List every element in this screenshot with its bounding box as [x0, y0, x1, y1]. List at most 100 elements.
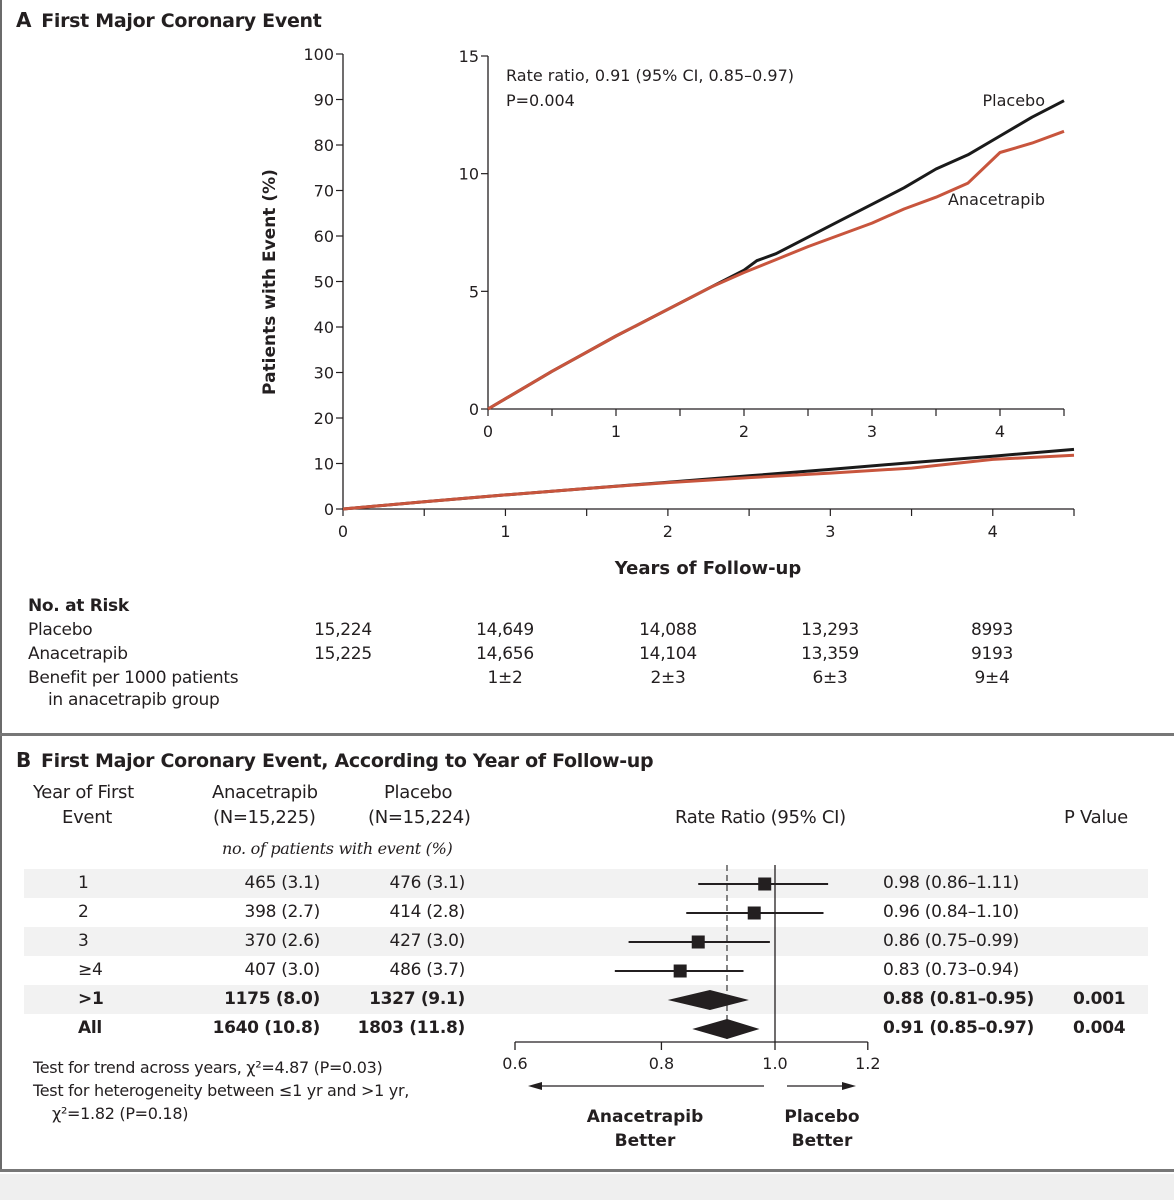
col-header-placebo-1: Placebo	[384, 782, 453, 803]
risk-row-label: Anacetrapib	[28, 644, 128, 664]
figure-frame	[0, 0, 2, 1172]
row-anacetrapib: 407 (3.0)	[244, 960, 321, 980]
risk-cell: 15,224	[314, 620, 372, 640]
row-rate-ratio: 0.96 (0.84–1.10)	[883, 902, 1019, 922]
row-year: >1	[78, 989, 104, 1009]
main-x-tick-label: 4	[988, 522, 998, 541]
main-x-tick-label: 2	[663, 522, 673, 541]
arrow-right-icon	[842, 1082, 856, 1090]
row-year: ≥4	[78, 960, 103, 980]
risk-row-label: Placebo	[28, 620, 93, 640]
panel-b: B First Major Coronary Event, According t…	[0, 738, 1174, 1172]
main-x-tick-label: 0	[338, 522, 348, 541]
main-y-tick-label: 10	[314, 455, 334, 474]
col-header-placebo-2: (N=15,224)	[368, 807, 471, 828]
main-y-tick-label: 60	[314, 227, 334, 246]
col-header-p-value: P Value	[1064, 807, 1128, 828]
anacetrapib-better-line2: Better	[615, 1131, 676, 1151]
row-placebo: 414 (2.8)	[389, 902, 466, 922]
risk-cell: 2±3	[650, 668, 686, 688]
summary-diamond	[667, 990, 749, 1010]
panel-b-title: B First Major Coronary Event, According t…	[16, 748, 654, 772]
point-estimate-square	[747, 906, 761, 920]
col-header-anacetrapib-2: (N=15,225)	[213, 807, 316, 828]
col-header-year-1: Year of First	[33, 782, 134, 803]
summary-diamond	[692, 1019, 760, 1039]
row-shading	[24, 869, 1148, 898]
risk-cell: 9193	[970, 644, 1014, 664]
panel-b-title-text: First Major Coronary Event, According to…	[40, 750, 654, 772]
main-y-tick-label: 20	[314, 409, 334, 428]
point-estimate-square	[691, 935, 705, 949]
row-p-value: 0.004	[1073, 1018, 1126, 1038]
risk-cell: 15,225	[314, 644, 372, 664]
row-placebo: 476 (3.1)	[389, 873, 466, 893]
risk-cell: 1±2	[487, 668, 523, 688]
row-anacetrapib: 1175 (8.0)	[224, 989, 320, 1009]
forest-axis: 0.6 0.8 1.0 1.2	[502, 1041, 881, 1090]
arrow-left-icon	[528, 1082, 542, 1090]
main-y-tick-label: 50	[314, 273, 334, 292]
main-x-tick-label: 1	[500, 522, 510, 541]
risk-cell: 13,293	[801, 620, 859, 640]
main-y-tick-label: 90	[314, 91, 334, 110]
risk-cell: 14,649	[476, 620, 534, 640]
main-y-tick-label: 70	[314, 182, 334, 201]
risk-cell: 14,088	[639, 620, 697, 640]
inset-x-tick-label: 0	[483, 422, 493, 441]
inset-y-tick-label: 5	[469, 282, 479, 301]
main-x-axis-label: Years of Follow-up	[614, 558, 802, 579]
row-year: All	[78, 1018, 102, 1038]
rate-ratio-annotation: Rate ratio, 0.91 (95% CI, 0.85–0.97)	[506, 66, 794, 85]
inset-x-tick-label: 1	[611, 422, 621, 441]
main-y-axis-label: Patients with Event (%)	[260, 169, 280, 395]
main-y-tick-label: 40	[314, 318, 334, 337]
risk-cell: 13,359	[801, 644, 859, 664]
row-shading	[24, 927, 1148, 956]
inset-x-tick-label: 4	[995, 422, 1005, 441]
point-estimate-square	[673, 964, 687, 978]
row-anacetrapib: 370 (2.6)	[244, 931, 321, 951]
inset-x-tick-label: 2	[739, 422, 749, 441]
panel-a: A First Major Coronary Event Patients wit…	[0, 8, 1174, 736]
footnote-heterogeneity: Test for heterogeneity between ≤1 yr and…	[33, 1081, 410, 1100]
forest-marks	[614, 865, 829, 1042]
forest-plot: 0.6 0.8 1.0 1.2 Anacetrapib Better Placebo …	[502, 865, 881, 1151]
row-p-value: 0.001	[1073, 989, 1126, 1009]
risk-cell: 14,104	[639, 644, 697, 664]
p-value-annotation: P=0.004	[506, 91, 575, 110]
row-placebo: 486 (3.7)	[389, 960, 466, 980]
row-rate-ratio: 0.83 (0.73–0.94)	[883, 960, 1019, 980]
col-header-year-2: Event	[62, 807, 113, 828]
risk-row-label: Benefit per 1000 patients	[28, 668, 239, 688]
inset-line-anacetrapib	[487, 129, 1065, 411]
row-placebo: 1803 (11.8)	[357, 1018, 466, 1038]
row-rate-ratio: 0.86 (0.75–0.99)	[883, 931, 1019, 951]
col-header-rate-ratio: Rate Ratio (95% CI)	[675, 807, 846, 828]
main-x-tick-label: 3	[825, 522, 835, 541]
row-rate-ratio: 0.98 (0.86–1.11)	[883, 873, 1019, 893]
bottom-strip	[0, 1174, 1174, 1200]
row-rate-ratio: 0.91 (0.85–0.97)	[883, 1018, 1034, 1038]
panel-a-letter: A	[16, 8, 32, 32]
main-line-anacetrapib	[342, 453, 1075, 511]
main-y-tick-label: 0	[324, 500, 334, 519]
risk-cell: 6±3	[812, 668, 848, 688]
inset-y-tick-label: 0	[469, 400, 479, 419]
risk-cell: 14,656	[476, 644, 534, 664]
row-placebo: 427 (3.0)	[389, 931, 466, 951]
risk-cell: 8993	[970, 620, 1014, 640]
col-header-anacetrapib-1: Anacetrapib	[212, 782, 318, 803]
inset-lines	[487, 99, 1065, 411]
legend-anacetrapib: Anacetrapib	[948, 190, 1045, 209]
anacetrapib-better-line1: Anacetrapib	[587, 1107, 704, 1127]
forest-x-tick-label: 0.8	[649, 1054, 674, 1073]
footnote-trend: Test for trend across years, χ²=4.87 (P=…	[33, 1058, 383, 1077]
main-y-tick-label: 100	[303, 45, 334, 64]
legend-placebo: Placebo	[983, 91, 1045, 110]
row-anacetrapib: 465 (3.1)	[244, 873, 321, 893]
main-y-tick-label: 30	[314, 364, 334, 383]
row-year: 1	[78, 873, 89, 893]
row-placebo: 1327 (9.1)	[369, 989, 465, 1009]
